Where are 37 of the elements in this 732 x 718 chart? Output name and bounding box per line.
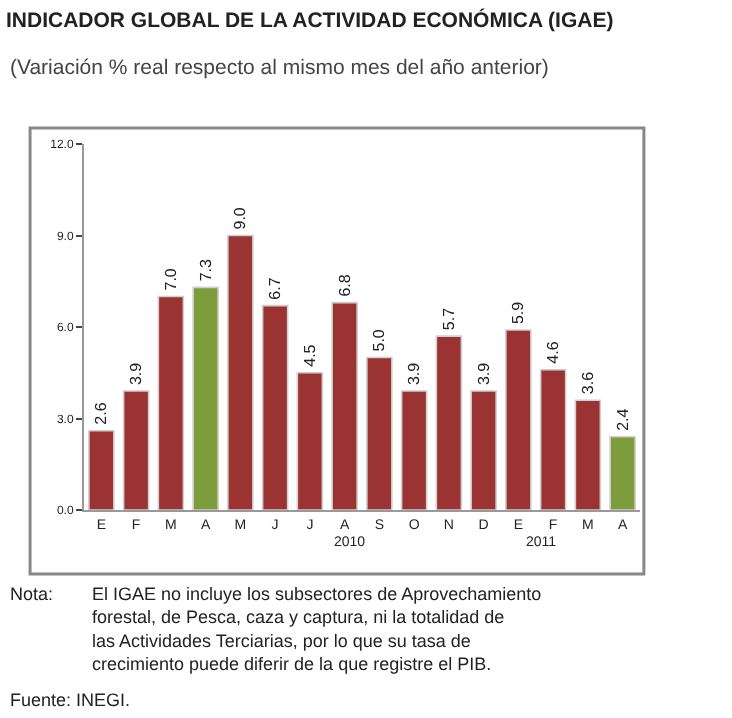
data-label: 7.0 (161, 267, 180, 291)
bar (227, 234, 254, 510)
chart-subtitle: (Variación % real respecto al mismo mes del año anterior) (10, 56, 549, 80)
bar (435, 335, 463, 510)
bar (88, 429, 115, 510)
bar (296, 371, 324, 510)
data-label: 6.7 (266, 276, 285, 300)
data-label: 3.9 (405, 361, 424, 386)
bar (366, 356, 393, 510)
bar (539, 368, 567, 510)
data-label: 5.0 (370, 328, 389, 352)
data-label: 7.3 (196, 258, 215, 282)
source-note: Fuente: INEGI. (10, 690, 131, 710)
text: Nota: (10, 584, 54, 604)
data-label: 3.6 (578, 370, 597, 395)
data-label: 4.5 (300, 343, 319, 367)
data-label: 5.7 (439, 306, 458, 331)
bar (609, 436, 636, 510)
bar (505, 329, 532, 510)
bar (122, 390, 150, 510)
data-label: 2.4 (613, 407, 632, 431)
bar (192, 286, 219, 510)
bar (331, 301, 358, 510)
data-label: 4.6 (544, 340, 563, 364)
bar (400, 390, 428, 510)
chart-title: INDICADOR GLOBAL DE LA ACTIVIDAD ECONÓMICA (IGAE) (6, 6, 614, 33)
data-label: 2.6 (92, 401, 111, 425)
data-label: 5.9 (509, 300, 528, 325)
text: El IGAE no incluye los subsectores de Aprovechamiento forestal, de Pesca, caza y captura, ni la totalidad de las Actividades Terciarias, por lo que su tasa de crecimiento puede diferir de la que registre el PIB. (92, 584, 542, 675)
bar (470, 390, 497, 510)
data-label: 9.0 (231, 206, 250, 230)
data-label: 3.9 (127, 361, 146, 386)
bar (574, 399, 602, 510)
bar (157, 295, 185, 510)
data-label: 6.8 (335, 273, 354, 297)
data-label: 3.9 (474, 361, 493, 386)
bar (261, 304, 289, 510)
